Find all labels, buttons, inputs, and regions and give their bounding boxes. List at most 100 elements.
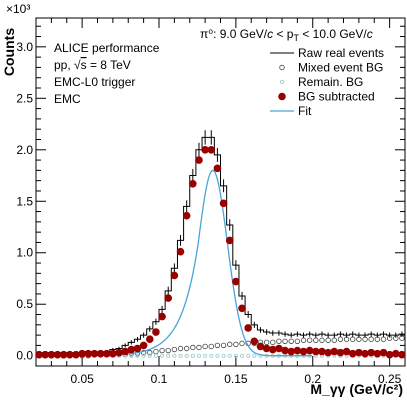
subtracted-point-45 [312,347,320,356]
subtracted-point-14 [121,347,129,356]
subtracted-point-40 [281,346,289,355]
pt-sub: T [293,33,299,43]
subtracted-point-56 [379,348,388,357]
remain-point-16 [135,353,140,358]
legend-label-1: Mixed event BG [298,61,383,75]
subtracted-point-0 [35,350,43,359]
subtracted-point-47 [324,348,332,357]
subtracted-point-44 [305,346,314,355]
subtracted-point-51 [348,349,357,358]
y-tick-label-6: 3.0 [16,40,33,54]
annotation-system-s: s [81,58,87,72]
subtracted-point-1 [41,350,50,359]
remain-point-25 [190,353,195,358]
subtracted-point-19 [152,328,160,336]
subtracted-point-4 [59,350,68,359]
subtracted-point-5 [66,350,74,359]
remain-point-18 [147,353,152,358]
annotation-collaboration: ALICE performance [54,41,160,55]
legend-entry-4: Fit [270,104,312,118]
subtracted-point-22 [170,271,179,280]
pt-prefix: π⁰: 9.0 GeV/ [200,27,268,41]
mixed-point-21 [165,347,171,354]
subtracted-point-55 [373,349,382,358]
subtracted-point-53 [361,349,369,358]
remain-point-35 [252,353,257,358]
mixed-point-23 [177,345,184,352]
remain-point-23 [178,353,183,358]
x-tick-label-2: 0.15 [224,372,248,386]
pt-c1: c [267,27,273,41]
subtracted-point-37 [262,344,271,353]
remain-point-22 [172,353,177,358]
subtracted-point-6 [72,350,80,359]
mixed-point-51 [350,336,356,342]
subtracted-point-46 [318,347,326,356]
mixed-point-20 [159,347,165,354]
x-tick-label-4: 0.25 [378,372,402,386]
subtracted-point-11 [102,349,111,358]
legend-label-3: BG subtracted [298,90,375,104]
mixed-point-30 [220,342,227,349]
mixed-point-29 [214,342,221,349]
annotation-trigger: EMC-L0 trigger [54,75,135,89]
remain-point-31 [227,353,232,358]
remain-point-17 [141,353,146,358]
subtracted-point-18 [145,335,154,344]
remain-point-28 [209,353,214,358]
pt-c2: c [367,27,373,41]
remain-point-24 [184,353,189,358]
subtracted-point-48 [330,347,339,356]
subtracted-point-9 [90,349,99,358]
subtracted-point-16 [133,344,142,353]
annotation-block: ALICE performance pp, √s = 8 TeV EMC-L0 … [54,27,373,106]
legend-entry-0: Raw real events [270,46,384,60]
annotation-detector: EMC [54,92,81,106]
mixed-point-47 [325,337,331,343]
x-tick-label-3: 0.2 [304,372,321,386]
series-raw-real-events [36,130,405,354]
mixed-point-48 [331,337,337,343]
subtracted-point-54 [367,348,375,357]
mixed-point-19 [153,348,159,355]
pt-mid2: < 10.0 GeV/ [299,27,367,41]
mixed-point-38 [270,339,276,346]
legend-marker-subtracted [278,92,286,101]
remain-point-29 [215,353,220,358]
subtracted-point-42 [293,346,302,355]
subtracted-point-26 [195,156,203,164]
annotation-pt-range: π⁰: 9.0 GeV/c < pT < 10.0 GeV/c [200,27,373,43]
fit-curve [128,169,312,357]
subtracted-point-24 [182,211,191,220]
subtracted-point-29 [213,164,222,173]
annotation-system-prefix: pp, √ [54,58,81,72]
mixed-point-32 [233,341,239,348]
mixed-point-39 [276,338,282,344]
pt-mid: < p [273,27,294,41]
remain-point-27 [203,353,208,358]
subtracted-point-3 [53,350,62,359]
mixed-point-45 [313,337,319,343]
mixed-point-24 [183,345,190,352]
subtracted-point-20 [158,312,166,321]
legend-entry-3: BG subtracted [278,90,375,104]
y-tick-label-2: 1.0 [16,246,33,260]
remain-point-19 [153,353,158,358]
remain-point-30 [221,353,226,358]
x-tick-labels: 0.05 0.1 0.15 0.2 0.25 [70,372,401,386]
remain-point-33 [240,353,245,358]
mixed-point-22 [171,346,178,353]
subtracted-point-7 [78,349,86,358]
annotation-system-suffix: = 8 TeV [87,58,131,72]
mixed-point-46 [319,337,325,343]
legend-marker-remain [279,80,284,85]
y-multiplier: ×10³ [6,2,30,16]
mixed-point-56 [380,336,387,342]
y-tick-label-0: 0.0 [16,349,33,363]
y-tick-label-5: 2.5 [16,91,33,105]
axis-ticks [35,18,406,366]
mixed-point-37 [263,339,270,346]
subtracted-point-17 [139,341,148,350]
